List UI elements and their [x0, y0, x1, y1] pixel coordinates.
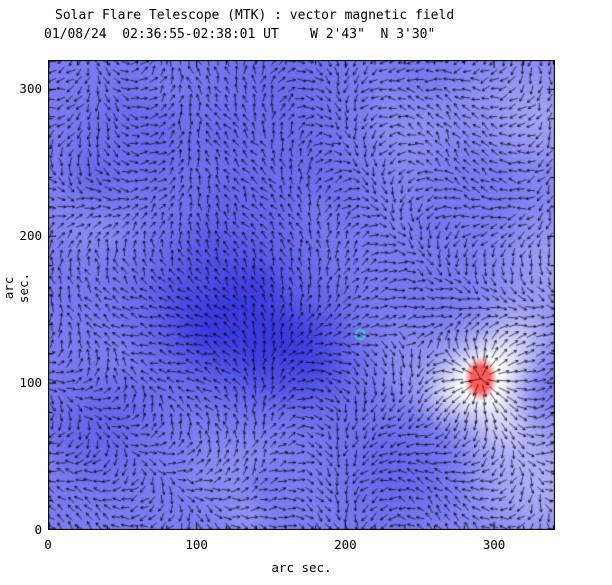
x-tick-label: 0 — [44, 537, 52, 552]
x-tick-label: 200 — [334, 537, 357, 552]
y-tick-label: 200 — [19, 228, 42, 244]
x-tick-label: 300 — [482, 537, 506, 552]
figure-title: Solar Flare Telescope (MTK) : vector mag… — [55, 8, 455, 23]
y-axis-label: arc sec. — [1, 272, 31, 304]
x-tick-label: 100 — [185, 537, 208, 552]
y-tick-label: 300 — [19, 81, 42, 97]
vector-field-canvas — [48, 60, 555, 530]
x-axis-label: arc sec. — [271, 560, 332, 575]
figure-datetime-coordinates: 01/08/24 02:36:55-02:38:01 UT W 2'43" N … — [44, 27, 436, 42]
y-tick-label: 0 — [34, 522, 42, 537]
y-tick-label: 100 — [19, 375, 42, 391]
